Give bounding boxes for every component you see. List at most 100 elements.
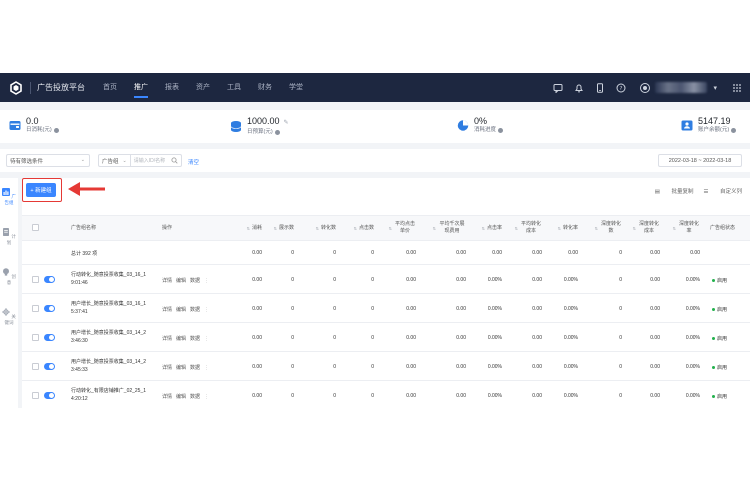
table-row[interactable]: 行动转化_随意投票收集_03_16_1 9:01:46 详情 编辑 数据 ⋮ 0.00 … [22, 265, 750, 294]
col-header-deep-conv[interactable]: ⇅ 深度转化数 [594, 221, 621, 234]
cell-value: 0.00 [252, 393, 262, 399]
rail-item-ad-group[interactable]: 广告组 [0, 188, 18, 206]
sort-icon: ⇅ [594, 225, 598, 231]
brand-title[interactable]: 广告投放平台 [37, 83, 85, 92]
more-icon[interactable]: ⋮ [204, 394, 210, 400]
edit-icon[interactable]: ✎ [283, 120, 289, 126]
group-type-select[interactable]: 广告组 [102, 158, 119, 165]
row-checkbox[interactable] [32, 305, 39, 312]
row-enable-toggle[interactable] [44, 392, 55, 399]
row-enable-toggle[interactable] [44, 305, 55, 312]
detail-link[interactable]: 详情 [162, 365, 173, 371]
nav-tab-promotion[interactable]: 推广 [134, 73, 148, 102]
batch-copy-button[interactable]: ▤ 批量复制 [654, 189, 694, 195]
col-header-avg-cpm[interactable]: ⇅ 平均千次展现费用 [432, 221, 465, 234]
row-name[interactable]: 用户增长_随意投票收集_03_14_2 [71, 359, 147, 365]
clear-filter-link[interactable]: 清空 [188, 160, 200, 166]
nav-tab-tools[interactable]: 工具 [227, 84, 241, 91]
new-ad-group-button[interactable]: + 新建组 [26, 183, 56, 197]
data-link[interactable]: 数据 [190, 394, 201, 400]
search-group[interactable]: 广告组 ⌄ 请输入ID/名称 [98, 154, 182, 167]
table-row[interactable]: 用户增长_随意投票收集_03_16_1 5:37:41 详情 编辑 数据 ⋮ 0.00 … [22, 294, 750, 323]
row-checkbox[interactable] [32, 334, 39, 341]
nav-tab-assets[interactable]: 资产 [196, 84, 210, 91]
row-enable-toggle[interactable] [44, 276, 55, 283]
status-badge: 启用 [712, 364, 727, 371]
custom-columns-button[interactable]: ☰ 自定义列 [703, 189, 742, 195]
cell-value: 0 [619, 364, 622, 370]
rail-item-keywords[interactable]: 关键词 [0, 308, 18, 326]
select-all-checkbox[interactable] [32, 224, 39, 231]
status-badge: 启用 [712, 277, 727, 284]
row-name-cont: 5:37:41 [71, 309, 88, 315]
stat-label: 账户余额(元) [698, 127, 730, 133]
cell-value: 0.00% [685, 393, 700, 399]
bell-icon[interactable] [573, 82, 584, 93]
data-link[interactable]: 数据 [190, 365, 201, 371]
cell-value: 0.00 [406, 277, 416, 283]
search-icon[interactable] [171, 157, 178, 164]
table-tools: ▤ 批量复制 ☰ 自定义列 [645, 187, 742, 195]
detail-link[interactable]: 详情 [162, 336, 173, 342]
col-header-avg-conv-cost[interactable]: ⇅ 平均转化成本 [514, 221, 541, 234]
col-header-ctr[interactable]: ⇅ 点击率 [481, 224, 502, 231]
col-header-avg-cpc[interactable]: ⇅ 平均点击单价 [388, 221, 415, 234]
apps-grid-icon[interactable] [731, 82, 742, 93]
edit-link[interactable]: 编辑 [176, 307, 187, 313]
detail-link[interactable]: 详情 [162, 278, 173, 284]
more-icon[interactable]: ⋮ [204, 336, 210, 342]
table-row[interactable]: 行动转化_有限店铺推广_02_25_1 4:20:12 详情 编辑 数据 ⋮ 0.00 … [22, 381, 750, 408]
more-icon[interactable]: ⋮ [204, 307, 210, 313]
nav-tab-reports[interactable]: 报表 [165, 84, 179, 91]
row-name[interactable]: 行动转化_随意投票收集_03_16_1 [71, 272, 147, 278]
nav-tab-finance[interactable]: 财务 [258, 84, 272, 91]
row-checkbox[interactable] [32, 392, 39, 399]
rail-label: 关键词 [4, 314, 16, 325]
col-header-spend[interactable]: ⇅ 消耗 [246, 224, 262, 231]
help-icon[interactable] [274, 129, 280, 135]
edit-link[interactable]: 编辑 [176, 336, 187, 342]
col-header-status: 广告组状态 [710, 224, 736, 231]
col-header-clicks[interactable]: ⇅ 点击数 [353, 224, 374, 231]
col-header-conversions[interactable]: ⇅ 转化数 [315, 224, 336, 231]
help-icon[interactable] [498, 127, 504, 133]
detail-link[interactable]: 详情 [162, 394, 173, 400]
table-row[interactable]: 用户增长_随意投票收集_03_14_2 3:45:33 详情 编辑 数据 ⋮ 0.00 … [22, 352, 750, 381]
row-name[interactable]: 用户增长_随意投票收集_03_16_1 [71, 301, 147, 307]
help-icon[interactable] [53, 127, 59, 133]
row-enable-toggle[interactable] [44, 363, 55, 370]
data-link[interactable]: 数据 [190, 307, 201, 313]
more-icon[interactable]: ⋮ [204, 365, 210, 371]
rail-item-creative[interactable]: 创意 [0, 268, 18, 286]
edit-link[interactable]: 编辑 [176, 394, 187, 400]
message-icon[interactable] [552, 82, 563, 93]
col-header-impressions[interactable]: ⇅ 展示数 [273, 224, 294, 231]
row-name[interactable]: 行动转化_有限店铺推广_02_25_1 [71, 388, 147, 394]
preset-filter-select[interactable]: 待有筛选条件 ⌄ [6, 154, 90, 167]
logo-icon[interactable] [9, 80, 23, 95]
search-input[interactable]: 请输入ID/名称 [133, 158, 166, 164]
help-icon[interactable] [731, 127, 737, 133]
user-menu[interactable]: ▾ [640, 82, 717, 93]
col-header-deep-conv-cost[interactable]: ⇅ 深度转化成本 [632, 221, 659, 234]
row-checkbox[interactable] [32, 276, 39, 283]
col-header-conv-rate[interactable]: ⇅ 转化率 [557, 224, 578, 231]
data-link[interactable]: 数据 [190, 336, 201, 342]
rail-item-plan[interactable]: 计划 [0, 228, 18, 246]
detail-link[interactable]: 详情 [162, 307, 173, 313]
row-name[interactable]: 用户增长_随意投票收集_03_14_2 [71, 330, 147, 336]
sort-icon: ⇅ [273, 225, 277, 231]
edit-link[interactable]: 编辑 [176, 365, 187, 371]
date-range-picker[interactable]: 2022-03-18 ~ 2022-03-18 [658, 154, 742, 167]
table-row[interactable]: 用户增长_随意投票收集_03_14_2 3:46:30 详情 编辑 数据 ⋮ 0.00 … [22, 323, 750, 352]
data-link[interactable]: 数据 [190, 278, 201, 284]
row-enable-toggle[interactable] [44, 334, 55, 341]
nav-tab-home[interactable]: 首页 [103, 84, 117, 91]
help-icon[interactable]: ? [615, 82, 626, 93]
edit-link[interactable]: 编辑 [176, 278, 187, 284]
nav-tab-academy[interactable]: 学堂 [289, 84, 303, 91]
row-checkbox[interactable] [32, 363, 39, 370]
more-icon[interactable]: ⋮ [204, 278, 210, 284]
col-header-deep-conv-rate[interactable]: ⇅ 深度转化率 [672, 221, 699, 234]
mobile-icon[interactable] [594, 82, 605, 93]
